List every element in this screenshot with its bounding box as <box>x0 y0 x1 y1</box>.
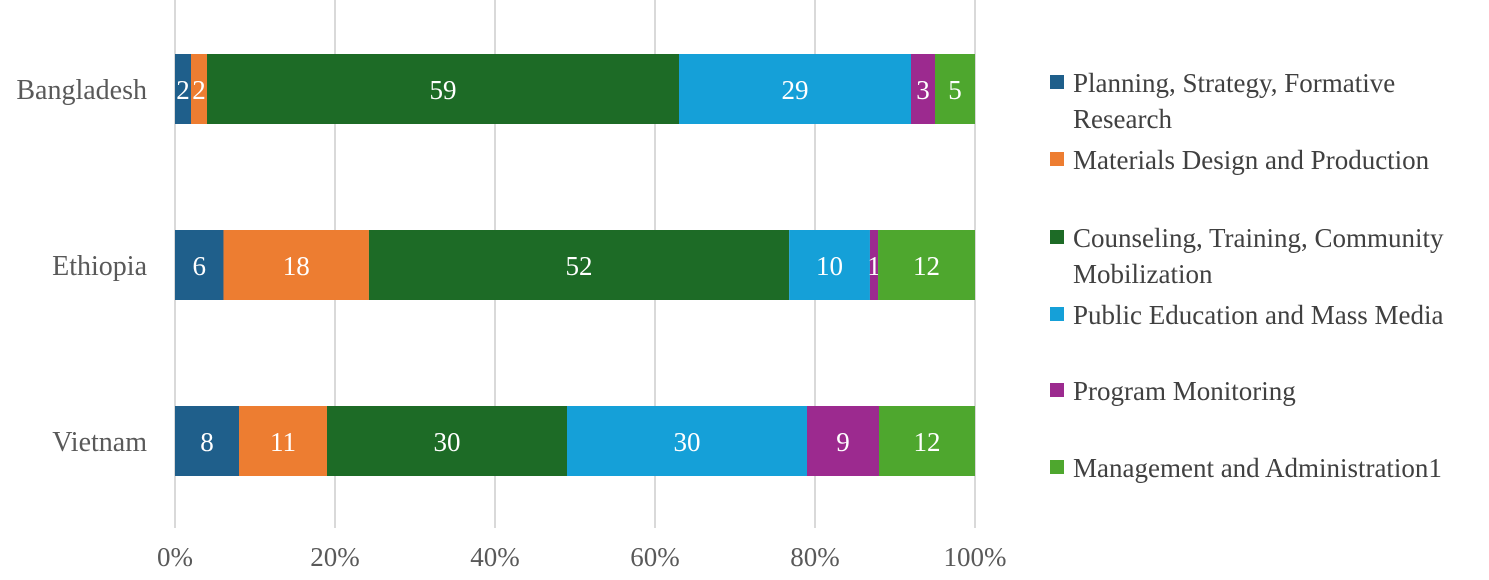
data-label: 29 <box>782 75 809 105</box>
x-tick-label: 100% <box>944 542 1007 572</box>
legend-item: Planning, Strategy, Formative Research <box>1050 65 1473 137</box>
x-tick-label: 20% <box>310 542 360 572</box>
legend-label: Management and Administration1 <box>1073 453 1442 483</box>
bar-segment <box>935 54 975 124</box>
bar-segment <box>879 406 975 476</box>
bar-segment <box>175 230 224 300</box>
data-label: 30 <box>674 427 701 457</box>
y-category-label: Ethiopia <box>52 251 147 282</box>
data-label: 9 <box>836 427 850 457</box>
bar-segment <box>679 54 911 124</box>
bar-segment <box>911 54 935 124</box>
legend-swatch <box>1050 460 1064 474</box>
data-label: 12 <box>913 251 940 281</box>
legend-label: Materials Design and Production <box>1073 145 1430 175</box>
data-label: 8 <box>200 427 214 457</box>
legend: Planning, Strategy, Formative Research Ma… <box>1050 0 1480 580</box>
y-category-label: Bangladesh <box>16 75 147 106</box>
data-label: 18 <box>283 251 310 281</box>
legend-swatch <box>1050 307 1064 321</box>
x-tick-label: 60% <box>630 542 680 572</box>
x-tick-label: 0% <box>157 542 193 572</box>
legend-label: Program Monitoring <box>1073 376 1296 406</box>
data-label: 2 <box>176 75 190 105</box>
data-label: 10 <box>816 251 843 281</box>
bar-segment <box>223 230 369 300</box>
legend-item: Materials Design and Production <box>1050 142 1473 178</box>
data-label: 12 <box>914 427 941 457</box>
bar-segment <box>567 406 807 476</box>
data-label: 30 <box>434 427 461 457</box>
bar-segment <box>869 230 879 300</box>
legend-label: Public Education and Mass Media <box>1073 300 1444 330</box>
bar-segment <box>175 54 191 124</box>
bar-segment <box>789 230 870 300</box>
stacked-bar-chart: 2 2 59 29 3 5 6 18 52 10 1 12 8 11 30 30 9 12 Bangladesh E… <box>16 0 1007 572</box>
data-label: 6 <box>192 251 206 281</box>
legend-item: Management and Administration1 <box>1050 450 1473 486</box>
bar-segment <box>175 406 239 476</box>
legend-swatch <box>1050 75 1064 89</box>
legend-swatch <box>1050 230 1064 244</box>
x-tick-label: 40% <box>470 542 520 572</box>
data-label: 2 <box>192 75 206 105</box>
bar-segment <box>878 230 975 300</box>
bar-segment <box>239 406 327 476</box>
bar-segment <box>368 230 790 300</box>
legend-label: Planning, Strategy, Formative Research <box>1073 68 1396 134</box>
legend-label: Counseling, Training, Community Mobiliza… <box>1073 223 1444 289</box>
data-label: 1 <box>867 251 881 281</box>
bar-series-group: 2 2 59 29 3 5 6 18 52 10 1 12 8 11 30 30 9 12 <box>175 54 975 476</box>
x-axis-ticks: 0% 20% 40% 60% 80% 100% <box>157 542 1007 572</box>
data-label: 52 <box>566 251 593 281</box>
legend-swatch <box>1050 152 1064 166</box>
bar-segment <box>327 406 567 476</box>
legend-item: Program Monitoring <box>1050 373 1473 409</box>
legend-item: Public Education and Mass Media <box>1050 297 1473 333</box>
legend-item: Counseling, Training, Community Mobiliza… <box>1050 220 1473 292</box>
legend-swatch <box>1050 383 1064 397</box>
y-category-label: Vietnam <box>52 427 147 458</box>
data-label: 3 <box>916 75 930 105</box>
bar-segment <box>191 54 207 124</box>
data-label: 11 <box>270 427 296 457</box>
y-axis-categories: Bangladesh Ethiopia Vietnam <box>16 75 147 458</box>
x-tick-label: 80% <box>790 542 840 572</box>
bar-segment <box>807 406 879 476</box>
data-label: 5 <box>948 75 962 105</box>
data-label: 59 <box>430 75 457 105</box>
bar-segment <box>207 54 679 124</box>
